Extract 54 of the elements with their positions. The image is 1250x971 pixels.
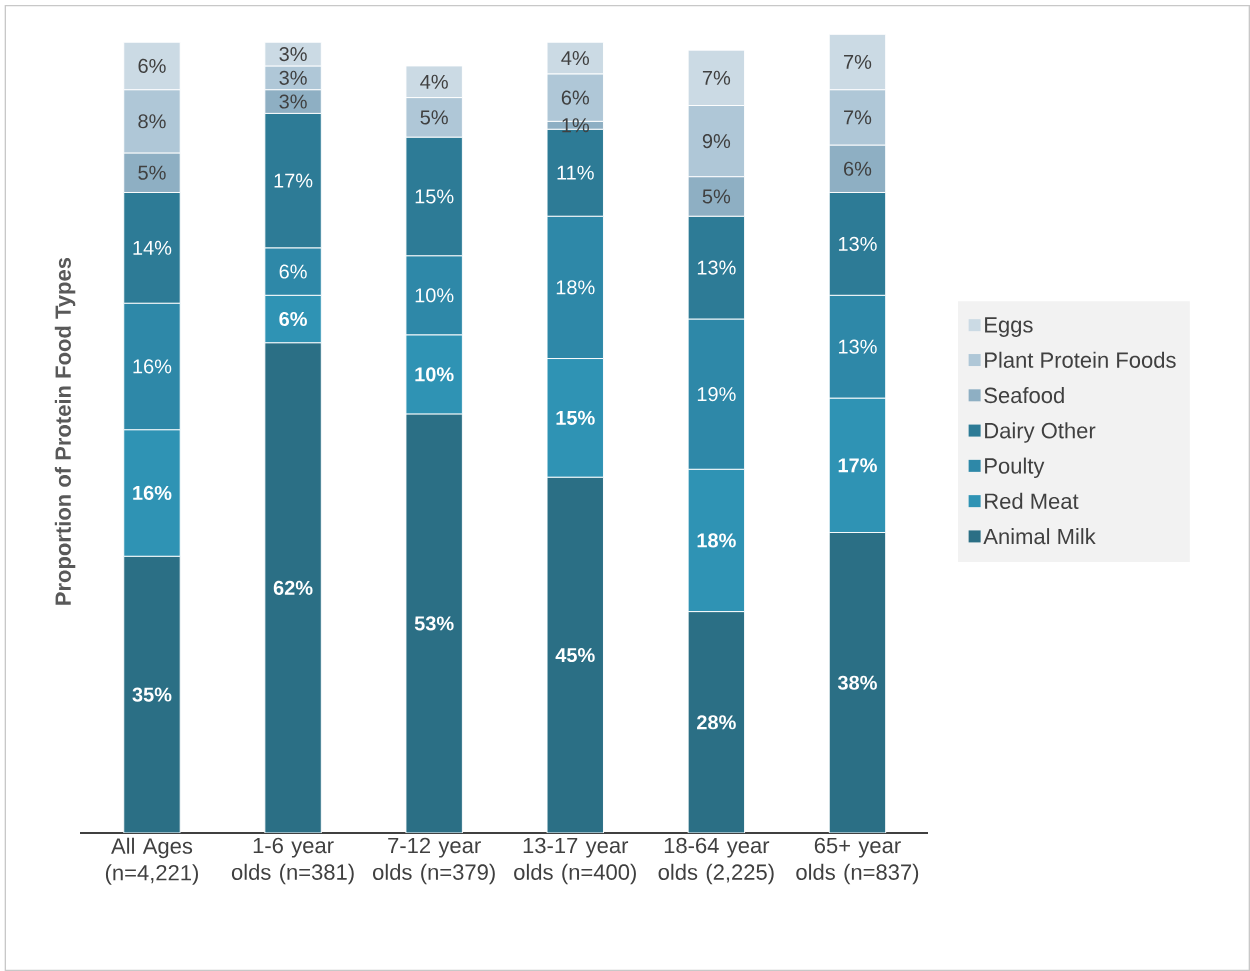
- x-tick-label: 13-17 year olds (n=400): [514, 837, 636, 885]
- data-label: 19%: [697, 387, 736, 402]
- data-label: 4%: [561, 51, 589, 66]
- data-label: 5%: [138, 165, 166, 180]
- data-label: 4%: [420, 74, 448, 89]
- data-label: 13%: [838, 339, 877, 354]
- data-label: 16%: [133, 359, 172, 374]
- legend-label: Poulty: [985, 457, 1045, 479]
- data-label: 13%: [697, 260, 736, 275]
- data-label: 9%: [702, 133, 731, 149]
- x-tick-label: All Ages (n=4,221): [105, 837, 198, 885]
- data-label: 17%: [274, 173, 313, 188]
- legend-label: Red Meat: [985, 492, 1079, 509]
- legend-label: Eggs: [985, 317, 1033, 337]
- data-label: 18%: [556, 280, 595, 295]
- data-label: 62%: [273, 580, 313, 595]
- legend-label: Dairy Other: [985, 422, 1096, 443]
- y-axis-title: Proportion of Protein Food Types: [54, 257, 76, 605]
- data-label: 6%: [138, 58, 166, 74]
- data-label: 10%: [415, 288, 454, 303]
- data-label: 16%: [133, 485, 172, 501]
- data-label: 28%: [697, 715, 736, 730]
- legend-label: Animal Milk: [983, 528, 1096, 545]
- data-label: 14%: [133, 240, 172, 255]
- data-label: 7%: [702, 70, 731, 85]
- data-label: 8%: [138, 114, 166, 129]
- data-label: 3%: [279, 47, 307, 62]
- x-tick-label: 7-12 year olds (n=379): [373, 837, 495, 885]
- data-label: 6%: [844, 161, 872, 176]
- data-label: 7%: [844, 110, 872, 125]
- data-label: 53%: [414, 616, 454, 631]
- data-label: 5%: [702, 189, 731, 204]
- legend-label: Seafood: [984, 387, 1064, 404]
- x-tick-label: 65+ year olds (n=837): [796, 837, 919, 885]
- data-label: 15%: [556, 410, 595, 425]
- data-label: 35%: [132, 687, 172, 702]
- data-label: 6%: [279, 311, 307, 327]
- data-label: 5%: [420, 110, 448, 125]
- data-label: 7%: [844, 55, 872, 69]
- data-label: 3%: [279, 70, 307, 85]
- data-label: 18%: [697, 533, 736, 548]
- data-label: 45%: [555, 648, 595, 663]
- data-label: 11%: [557, 165, 594, 180]
- x-tick-label: 18-64 year olds (2,225): [658, 837, 774, 885]
- data-label: 13%: [838, 236, 877, 251]
- data-label: 10%: [415, 367, 454, 382]
- data-label: 15%: [415, 189, 454, 204]
- data-label: 3%: [279, 94, 307, 109]
- data-label: 17%: [838, 458, 877, 473]
- data-label: 6%: [279, 264, 307, 279]
- x-tick-label: 1-6 year olds (n=381): [231, 837, 354, 885]
- data-label: 38%: [837, 675, 877, 690]
- data-label: 6%: [561, 90, 589, 105]
- legend-label: Plant Protein Foods: [985, 351, 1176, 368]
